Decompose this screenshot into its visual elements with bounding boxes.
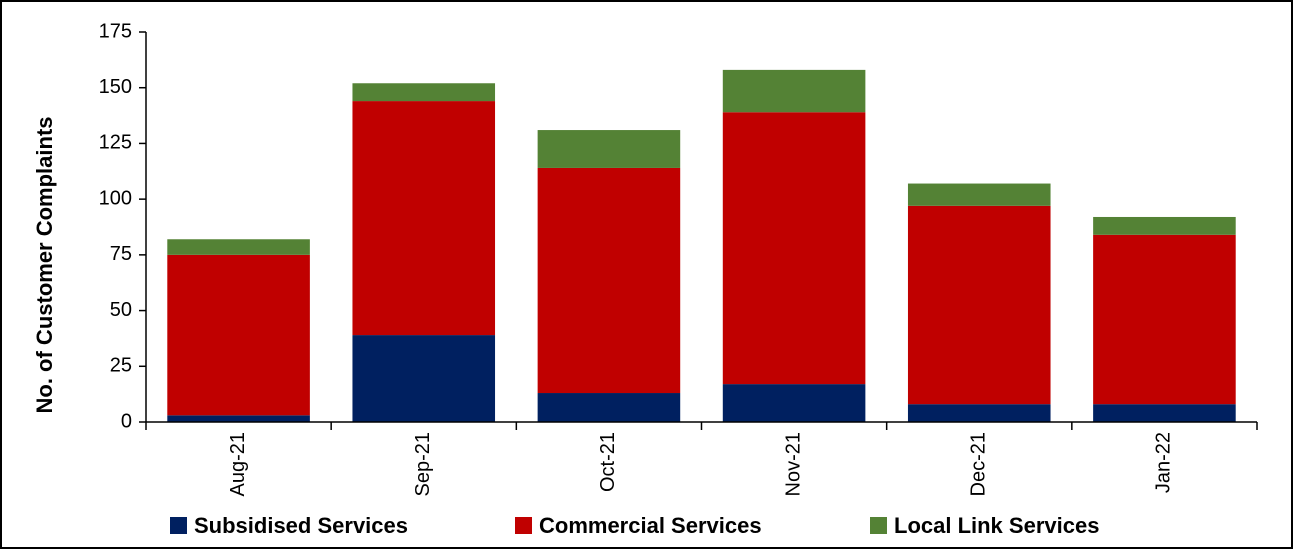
- y-axis-title: No. of Customer Complaints: [32, 116, 57, 413]
- bar-segment: [167, 415, 310, 422]
- bar-segment: [722, 384, 866, 422]
- bar-segment: [167, 254, 310, 416]
- x-tick-label: Jan-22: [1153, 432, 1175, 493]
- x-tick-label: Nov-21: [782, 432, 804, 496]
- y-tick-label: 175: [99, 20, 132, 42]
- x-tick-label: Oct-21: [597, 432, 619, 492]
- y-tick-label: 50: [110, 299, 132, 321]
- bar-segment: [537, 393, 681, 422]
- y-tick-label: 150: [99, 76, 132, 98]
- bar-segment: [722, 69, 866, 113]
- bar-segment: [1093, 216, 1236, 235]
- bar-segment: [722, 112, 866, 385]
- y-tick-label: 125: [99, 132, 132, 154]
- bar-segment: [907, 404, 1051, 422]
- x-tick-label: Aug-21: [227, 432, 249, 497]
- legend-label: Subsidised Services: [194, 513, 408, 538]
- legend-swatch: [870, 517, 887, 534]
- bar-segment: [352, 83, 496, 102]
- bar-segment: [352, 101, 496, 336]
- bar-segment: [1093, 404, 1236, 422]
- x-tick-label: Sep-21: [412, 432, 434, 497]
- bar-segment: [167, 239, 310, 255]
- legend-label: Local Link Services: [894, 513, 1099, 538]
- legend-label: Commercial Services: [539, 513, 762, 538]
- y-tick-label: 100: [99, 187, 132, 209]
- y-tick-label: 75: [110, 243, 132, 265]
- bar-segment: [537, 130, 681, 168]
- legend-swatch: [170, 517, 187, 534]
- x-tick-label: Dec-21: [968, 432, 990, 496]
- y-tick-label: 0: [121, 410, 132, 432]
- y-tick-label: 25: [110, 355, 132, 377]
- bar-segment: [907, 205, 1051, 405]
- legend-swatch: [515, 517, 532, 534]
- bar-segment: [352, 335, 496, 422]
- bar-segment: [1093, 234, 1236, 405]
- bar-segment: [537, 167, 681, 394]
- bar-segment: [907, 183, 1051, 206]
